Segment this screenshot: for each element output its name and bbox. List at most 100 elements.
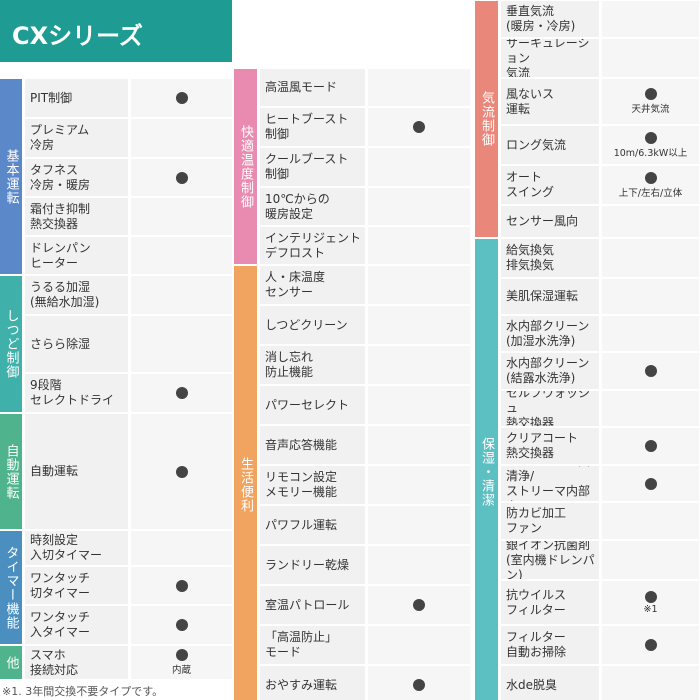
feature-name: 9段階 セレクトドライ <box>25 374 128 412</box>
feature-mark-cell <box>602 239 699 277</box>
feature-name: インテリジェント デフロスト <box>260 227 365 264</box>
feature-dot <box>413 679 425 691</box>
feature-note: 上下/左右/立体 <box>618 187 683 199</box>
feature-name: ランドリー乾燥 <box>260 546 365 584</box>
feature-mark-cell <box>368 108 470 146</box>
feature-name: パワフル運転 <box>260 506 365 544</box>
feature-name: 霜付き抑制 熱交換器 <box>25 198 128 235</box>
feature-mark-cell <box>131 237 232 274</box>
group-label: タイマー機能 <box>0 531 22 644</box>
feature-name: ストリーマ空気清浄/ ストリーマ内部クリーン <box>501 466 599 501</box>
feature-name: タフネス 冷房・暖房 <box>25 159 128 196</box>
feature-mark-cell <box>602 391 699 426</box>
feature-name: 音声応答機能 <box>260 426 365 464</box>
feature-mark-cell <box>368 386 470 424</box>
feature-name: ワンタッチ 切タイマー <box>25 567 128 604</box>
feature-name: さらら除湿 <box>25 316 128 372</box>
feature-name: ヒートブースト 制御 <box>260 108 365 146</box>
feature-name: プレミアム 冷房 <box>25 119 128 157</box>
group-label: 生活便利 <box>234 266 257 700</box>
feature-mark-cell <box>368 306 470 344</box>
feature-dot <box>175 171 188 184</box>
feature-name: ワンタッチ 入タイマー <box>25 606 128 644</box>
feature-mark-cell <box>131 119 232 157</box>
feature-mark-cell <box>131 606 232 644</box>
feature-dot <box>644 365 657 377</box>
feature-mark-cell <box>368 506 470 544</box>
feature-name: セルフウォッシュ 熱交換器 <box>501 391 599 426</box>
feature-dot <box>175 92 188 104</box>
feature-name: うるる加湿 (無給水加湿) <box>25 276 128 314</box>
feature-mark-cell <box>602 1 699 37</box>
feature-name: ロング気流 <box>501 126 599 164</box>
feature-mark-cell <box>368 426 470 464</box>
feature-mark-cell <box>368 666 470 700</box>
feature-mark-cell <box>131 79 232 117</box>
feature-name: おやすみ運転 <box>260 666 365 700</box>
feature-dot <box>175 579 188 592</box>
feature-mark-cell <box>368 69 470 106</box>
feature-mark-cell <box>131 316 232 372</box>
feature-name: パワーセレクト <box>260 386 365 424</box>
feature-mark-cell: 上下/左右/立体 <box>602 166 699 204</box>
feature-name: 垂直気流 (暖房・冷房) <box>501 1 599 37</box>
feature-mark-cell <box>368 188 470 225</box>
feature-mark-cell <box>368 227 470 264</box>
feature-name: 時刻設定 入切タイマー <box>25 531 128 565</box>
feature-name: しつどクリーン <box>260 306 365 344</box>
feature-dot <box>644 171 657 184</box>
feature-mark-cell <box>602 428 699 464</box>
feature-name: 給気換気 排気換気 <box>501 239 599 277</box>
feature-dot <box>175 619 188 631</box>
feature-dot <box>644 131 657 144</box>
feature-dot <box>644 88 657 100</box>
feature-mark-cell <box>602 316 699 351</box>
group-label: 快適温度制御 <box>234 69 257 264</box>
feature-dot <box>644 639 657 651</box>
feature-mark-cell <box>368 266 470 304</box>
feature-name: サーキュレーション 気流 <box>501 39 599 77</box>
feature-name: スマホ 接続対応 <box>25 646 128 679</box>
feature-mark-cell <box>131 374 232 412</box>
feature-name: 水内部クリーン (加湿水洗浄) <box>501 316 599 351</box>
group-label: 基本運転 <box>0 79 22 274</box>
group-label: 保湿・清潔 <box>475 239 498 700</box>
feature-name: 防カビ加工 ファン <box>501 503 599 539</box>
feature-name: フィルター 自動お掃除 <box>501 626 599 664</box>
feature-note: ※1 <box>643 603 658 615</box>
feature-dot <box>413 599 425 611</box>
feature-name: 高温風モード <box>260 69 365 106</box>
feature-mark-cell <box>602 503 699 539</box>
feature-name: ドレンパン ヒーター <box>25 237 128 274</box>
feature-dot <box>413 121 425 133</box>
feature-mark-cell <box>368 626 470 664</box>
feature-mark-cell: 内蔵 <box>131 646 232 679</box>
feature-name: クールブースト 制御 <box>260 148 365 186</box>
feature-mark-cell <box>368 346 470 384</box>
feature-dot <box>644 477 657 490</box>
feature-dot <box>175 465 188 478</box>
feature-name: PIT制御 <box>25 79 128 117</box>
feature-mark-cell: 天井気流 <box>602 79 699 124</box>
feature-mark-cell <box>131 276 232 314</box>
series-title: CXシリーズ <box>0 0 232 62</box>
feature-note: 内蔵 <box>171 665 191 676</box>
feature-mark-cell: ※1 <box>602 581 699 624</box>
feature-note: 10m/6.3kW以上 <box>613 147 688 159</box>
feature-name: 美肌保湿運転 <box>501 279 599 314</box>
feature-mark-cell <box>602 626 699 664</box>
feature-mark-cell <box>602 39 699 77</box>
feature-mark-cell <box>602 541 699 579</box>
feature-mark-cell <box>368 148 470 186</box>
feature-mark-cell <box>131 567 232 604</box>
group-label: 自動運転 <box>0 414 22 529</box>
feature-mark-cell <box>602 353 699 389</box>
feature-mark-cell <box>131 159 232 196</box>
feature-mark-cell <box>602 206 699 237</box>
feature-name: 10℃からの 暖房設定 <box>260 188 365 225</box>
feature-name: オート スイング <box>501 166 599 204</box>
feature-dot <box>175 387 188 399</box>
feature-name: 銀イオン抗菌剤 (室内機ドレンパン) <box>501 541 599 579</box>
group-label: 他 <box>0 646 22 679</box>
feature-mark-cell <box>368 466 470 504</box>
